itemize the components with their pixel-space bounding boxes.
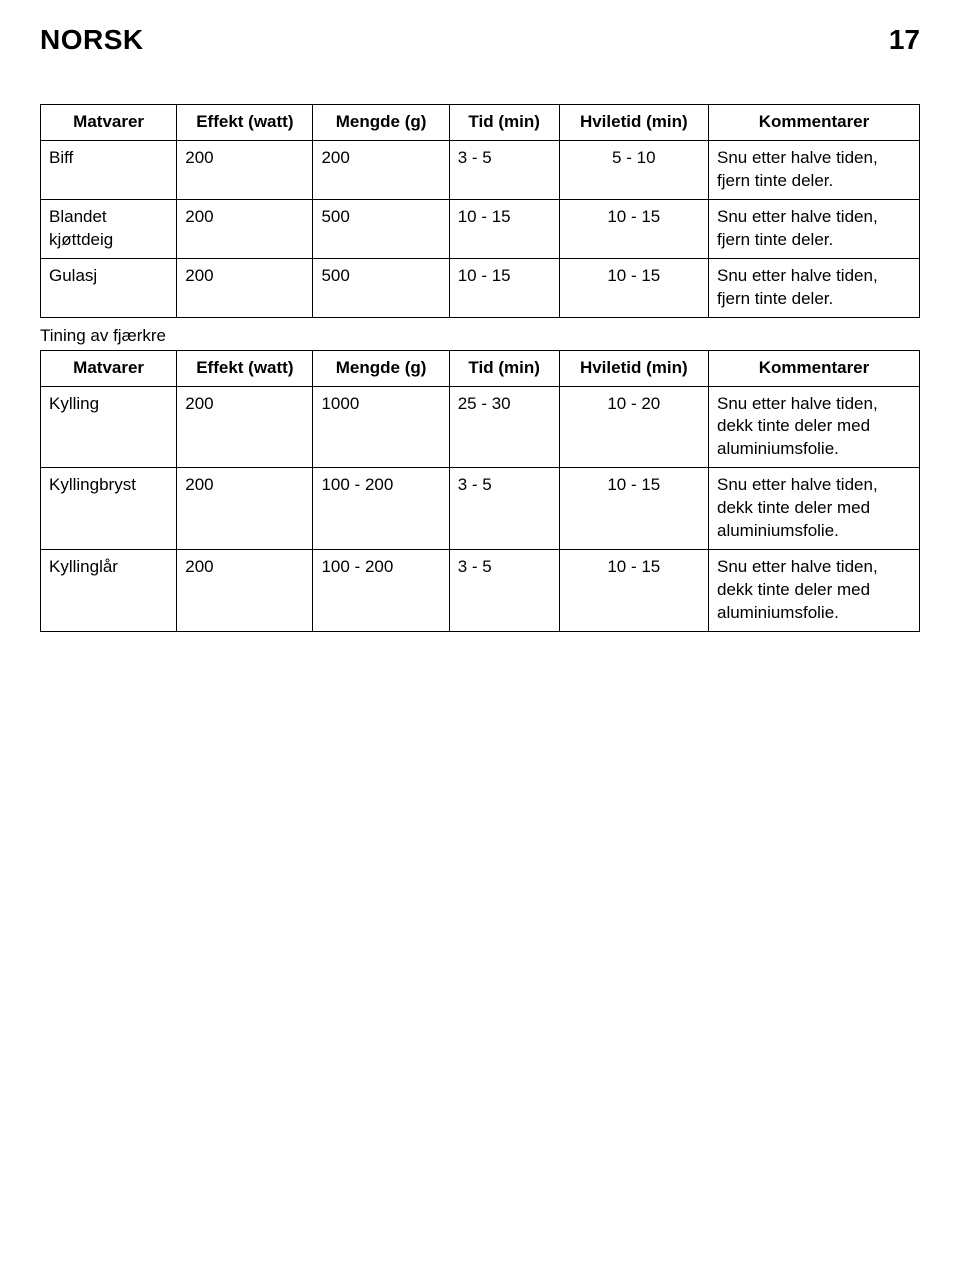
cell-qty: 100 - 200 bbox=[313, 468, 449, 550]
cell-power: 200 bbox=[177, 140, 313, 199]
table-row: Kyllingbryst 200 100 - 200 3 - 5 10 - 15… bbox=[41, 468, 920, 550]
table-header-row: Matvarer Effekt (watt) Mengde (g) Tid (m… bbox=[41, 105, 920, 141]
col-header: Matvarer bbox=[41, 105, 177, 141]
table-header-row: Matvarer Effekt (watt) Mengde (g) Tid (m… bbox=[41, 350, 920, 386]
col-header: Matvarer bbox=[41, 350, 177, 386]
cell-rest: 10 - 15 bbox=[559, 199, 708, 258]
table-row: Kyllinglår 200 100 - 200 3 - 5 10 - 15 S… bbox=[41, 550, 920, 632]
cell-time: 10 - 15 bbox=[449, 258, 559, 317]
cell-qty: 500 bbox=[313, 258, 449, 317]
cell-qty: 500 bbox=[313, 199, 449, 258]
cell-power: 200 bbox=[177, 386, 313, 468]
table-row: Kylling 200 1000 25 - 30 10 - 20 Snu ett… bbox=[41, 386, 920, 468]
table-meat-defrost: Matvarer Effekt (watt) Mengde (g) Tid (m… bbox=[40, 104, 920, 318]
page-number: 17 bbox=[889, 24, 920, 56]
cell-qty: 1000 bbox=[313, 386, 449, 468]
cell-food: Kyllingbryst bbox=[41, 468, 177, 550]
cell-time: 3 - 5 bbox=[449, 468, 559, 550]
cell-rest: 10 - 15 bbox=[559, 468, 708, 550]
cell-time: 25 - 30 bbox=[449, 386, 559, 468]
cell-rest: 10 - 15 bbox=[559, 258, 708, 317]
cell-food: Kylling bbox=[41, 386, 177, 468]
col-header: Effekt (watt) bbox=[177, 105, 313, 141]
cell-rest: 10 - 20 bbox=[559, 386, 708, 468]
cell-time: 3 - 5 bbox=[449, 140, 559, 199]
table-row: Blandet kjøttdeig 200 500 10 - 15 10 - 1… bbox=[41, 199, 920, 258]
cell-food: Gulasj bbox=[41, 258, 177, 317]
cell-food: Biff bbox=[41, 140, 177, 199]
table-row: Gulasj 200 500 10 - 15 10 - 15 Snu etter… bbox=[41, 258, 920, 317]
col-header: Hviletid (min) bbox=[559, 105, 708, 141]
cell-time: 10 - 15 bbox=[449, 199, 559, 258]
cell-power: 200 bbox=[177, 550, 313, 632]
cell-comment: Snu etter halve tiden, fjern tinte deler… bbox=[709, 199, 920, 258]
cell-comment: Snu etter halve tiden, dekk tinte deler … bbox=[709, 386, 920, 468]
cell-comment: Snu etter halve tiden, fjern tinte deler… bbox=[709, 258, 920, 317]
table-poultry-defrost: Matvarer Effekt (watt) Mengde (g) Tid (m… bbox=[40, 350, 920, 632]
cell-time: 3 - 5 bbox=[449, 550, 559, 632]
cell-rest: 10 - 15 bbox=[559, 550, 708, 632]
col-header: Mengde (g) bbox=[313, 350, 449, 386]
cell-qty: 100 - 200 bbox=[313, 550, 449, 632]
cell-power: 200 bbox=[177, 258, 313, 317]
cell-food: Kyllinglår bbox=[41, 550, 177, 632]
cell-comment: Snu etter halve tiden, fjern tinte deler… bbox=[709, 140, 920, 199]
col-header: Mengde (g) bbox=[313, 105, 449, 141]
col-header: Kommentarer bbox=[709, 350, 920, 386]
col-header: Tid (min) bbox=[449, 350, 559, 386]
cell-power: 200 bbox=[177, 199, 313, 258]
section-title-poultry: Tining av fjærkre bbox=[40, 326, 920, 346]
cell-comment: Snu etter halve tiden, dekk tinte deler … bbox=[709, 550, 920, 632]
cell-power: 200 bbox=[177, 468, 313, 550]
cell-rest: 5 - 10 bbox=[559, 140, 708, 199]
col-header: Hviletid (min) bbox=[559, 350, 708, 386]
cell-food: Blandet kjøttdeig bbox=[41, 199, 177, 258]
page-header: NORSK 17 bbox=[40, 24, 920, 56]
col-header: Tid (min) bbox=[449, 105, 559, 141]
cell-comment: Snu etter halve tiden, dekk tinte deler … bbox=[709, 468, 920, 550]
cell-qty: 200 bbox=[313, 140, 449, 199]
col-header: Kommentarer bbox=[709, 105, 920, 141]
table-row: Biff 200 200 3 - 5 5 - 10 Snu etter halv… bbox=[41, 140, 920, 199]
page-language: NORSK bbox=[40, 24, 144, 56]
col-header: Effekt (watt) bbox=[177, 350, 313, 386]
